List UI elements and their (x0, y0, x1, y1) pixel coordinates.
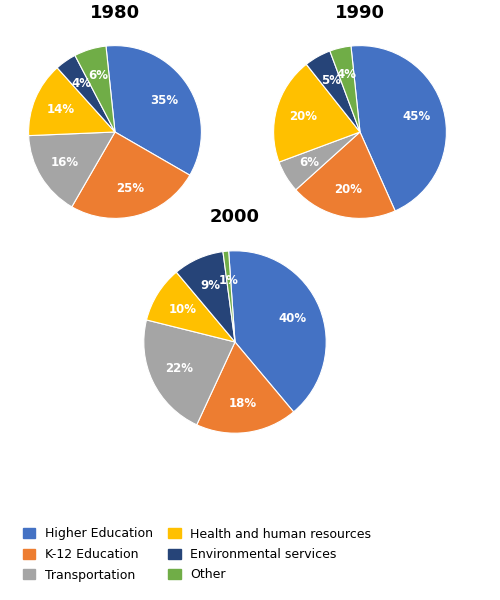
Wedge shape (28, 132, 115, 207)
Text: 10%: 10% (168, 302, 196, 316)
Wedge shape (228, 251, 326, 412)
Wedge shape (296, 132, 395, 218)
Text: 4%: 4% (72, 77, 92, 90)
Wedge shape (75, 46, 115, 132)
Text: 25%: 25% (116, 182, 144, 195)
Text: 45%: 45% (402, 110, 431, 123)
Wedge shape (223, 251, 235, 342)
Wedge shape (146, 272, 235, 342)
Text: 4%: 4% (336, 68, 356, 82)
Text: 5%: 5% (321, 74, 341, 88)
Wedge shape (28, 68, 115, 136)
Title: 1990: 1990 (335, 4, 385, 22)
Wedge shape (306, 51, 360, 132)
Wedge shape (330, 46, 360, 132)
Text: 16%: 16% (50, 156, 79, 169)
Text: 20%: 20% (334, 183, 362, 196)
Text: 22%: 22% (165, 362, 193, 375)
Wedge shape (176, 251, 235, 342)
Text: 9%: 9% (200, 279, 220, 292)
Text: 40%: 40% (278, 312, 306, 325)
Wedge shape (144, 320, 235, 425)
Wedge shape (351, 46, 446, 211)
Text: 35%: 35% (150, 94, 178, 107)
Text: 6%: 6% (300, 156, 320, 169)
Wedge shape (106, 46, 202, 175)
Text: 18%: 18% (229, 397, 258, 410)
Text: 14%: 14% (47, 103, 75, 116)
Title: 1980: 1980 (90, 4, 140, 22)
Title: 2000: 2000 (210, 208, 260, 226)
Wedge shape (279, 132, 360, 190)
Legend: Higher Education, K-12 Education, Transportation, Health and human resources, En: Higher Education, K-12 Education, Transp… (16, 521, 378, 588)
Wedge shape (196, 342, 294, 433)
Wedge shape (57, 55, 115, 132)
Wedge shape (72, 132, 190, 218)
Text: 1%: 1% (219, 274, 238, 287)
Text: 20%: 20% (290, 110, 318, 123)
Text: 6%: 6% (88, 69, 108, 82)
Wedge shape (274, 64, 360, 162)
